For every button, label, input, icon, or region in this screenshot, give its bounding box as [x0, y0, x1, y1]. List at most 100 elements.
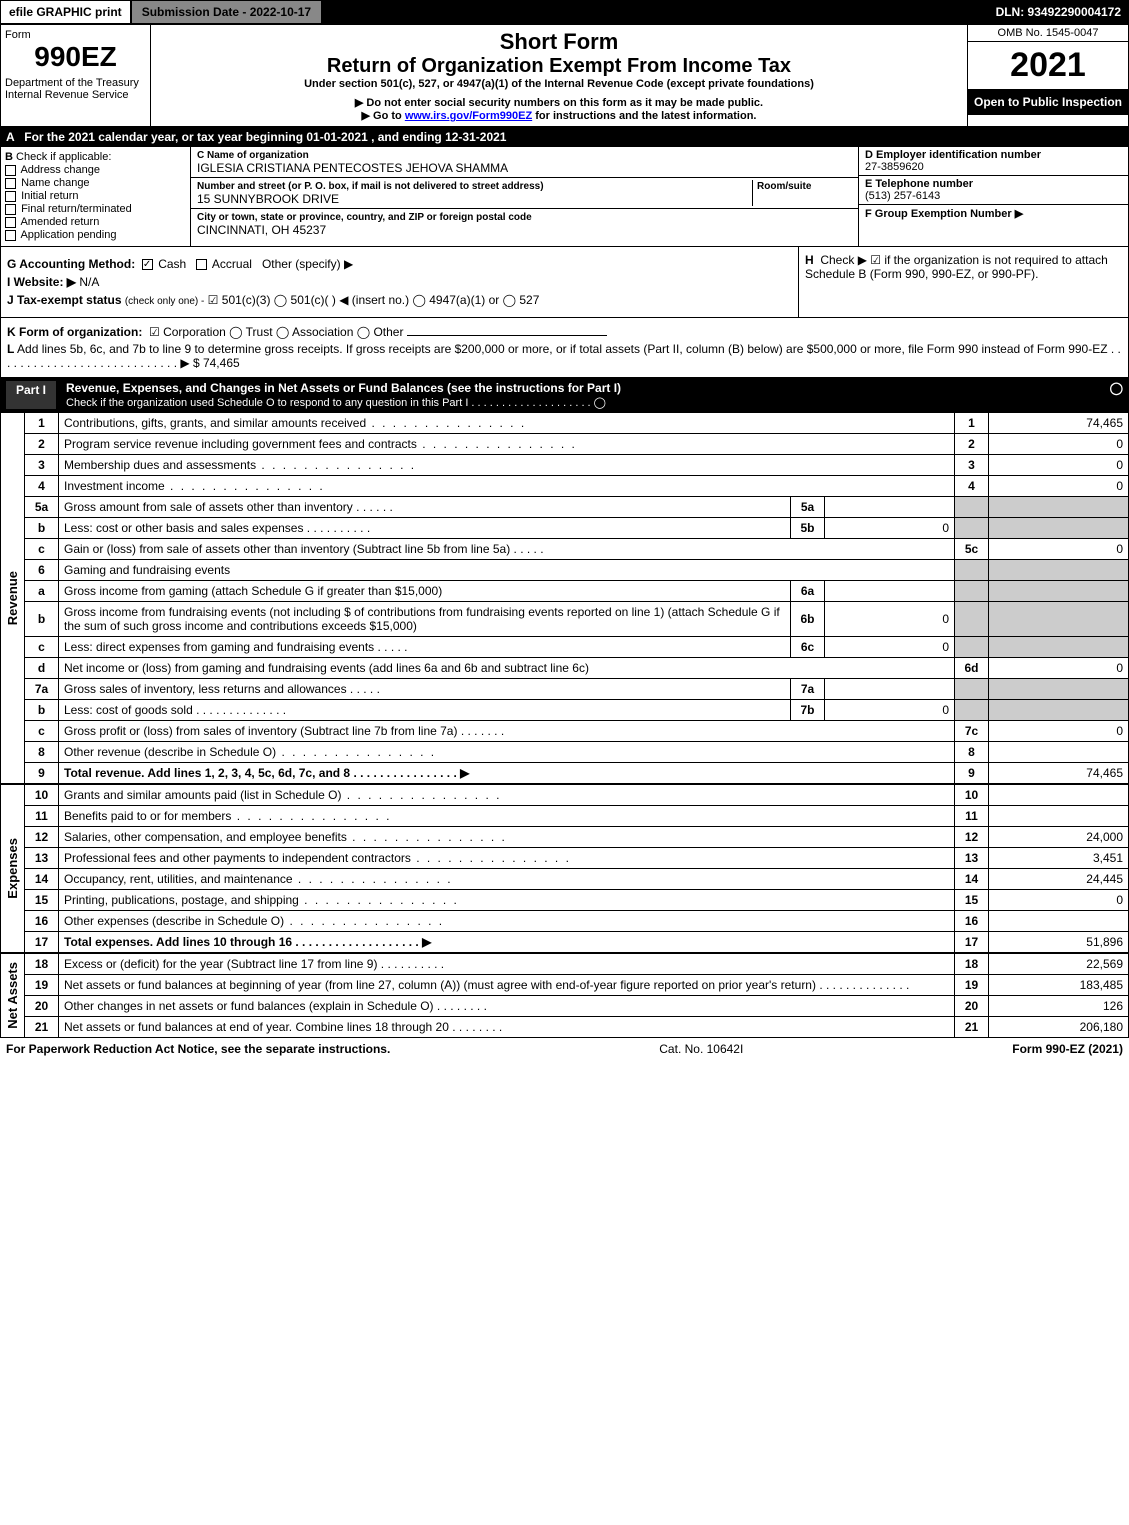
k-l-block: K Form of organization: ☑ Corporation ◯ … [0, 318, 1129, 378]
revenue-section: Revenue 1Contributions, gifts, grants, a… [0, 412, 1129, 784]
chk-accrual[interactable] [196, 259, 207, 270]
footer-left: For Paperwork Reduction Act Notice, see … [6, 1042, 390, 1056]
g-h-block: G Accounting Method: Cash Accrual Other … [0, 247, 1129, 318]
part-i-title: Revenue, Expenses, and Changes in Net As… [66, 381, 621, 395]
part-i-checkbox[interactable]: ◯ [1103, 381, 1123, 409]
row-a-calendar-year: A For the 2021 calendar year, or tax yea… [0, 127, 1129, 147]
amt-18: 22,569 [989, 954, 1129, 975]
line-7c: cGross profit or (loss) from sales of in… [25, 721, 1129, 742]
box-h-text: Check ▶ ☑ if the organization is not req… [805, 253, 1108, 281]
lbl-initial-return: Initial return [21, 190, 78, 202]
goto-prefix: ▶ Go to [362, 110, 405, 122]
box-k-opts: ☑ Corporation ◯ Trust ◯ Association ◯ Ot… [149, 325, 403, 339]
chk-initial-return[interactable] [5, 191, 16, 202]
line-5b: bLess: cost or other basis and sales exp… [25, 518, 1129, 539]
group-exemption-label: F Group Exemption Number ▶ [865, 208, 1023, 220]
website-value: N/A [79, 275, 99, 289]
line-3: 3Membership dues and assessments30 [25, 455, 1129, 476]
amt-14: 24,445 [989, 869, 1129, 890]
form-subtitle: Under section 501(c), 527, or 4947(a)(1)… [155, 78, 963, 90]
street-value: 15 SUNNYBROOK DRIVE [197, 192, 339, 206]
amt-15: 0 [989, 890, 1129, 911]
line-11: 11Benefits paid to or for members11 [25, 806, 1129, 827]
short-form-label: Short Form [155, 29, 963, 55]
amt-13: 3,451 [989, 848, 1129, 869]
line-14: 14Occupancy, rent, utilities, and mainte… [25, 869, 1129, 890]
box-l-amount: $ 74,465 [193, 356, 240, 370]
box-j-sub: (check only one) - [125, 296, 204, 307]
lbl-address-change: Address change [20, 164, 100, 176]
line-1: 1Contributions, gifts, grants, and simil… [25, 413, 1129, 434]
row-a-label: A [6, 130, 14, 144]
expenses-vert-label: Expenses [3, 834, 22, 903]
omb-number: OMB No. 1545-0047 [968, 25, 1128, 42]
line-20: 20Other changes in net assets or fund ba… [25, 996, 1129, 1017]
lbl-final-return: Final return/terminated [21, 203, 132, 215]
amt-8 [989, 742, 1129, 763]
chk-name-change[interactable] [5, 178, 16, 189]
line-15: 15Printing, publications, postage, and s… [25, 890, 1129, 911]
line-2: 2Program service revenue including gover… [25, 434, 1129, 455]
line-21: 21Net assets or fund balances at end of … [25, 1017, 1129, 1038]
opt-other: Other (specify) ▶ [262, 257, 353, 271]
efile-print-button[interactable]: efile GRAPHIC print [0, 0, 131, 24]
amt-19: 183,485 [989, 975, 1129, 996]
revenue-table: 1Contributions, gifts, grants, and simil… [24, 412, 1129, 784]
net-assets-vert-label: Net Assets [3, 958, 22, 1033]
line-6: 6Gaming and fundraising events [25, 560, 1129, 581]
part-i-check: Check if the organization used Schedule … [66, 397, 606, 409]
line-5c: cGain or (loss) from sale of assets othe… [25, 539, 1129, 560]
page-footer: For Paperwork Reduction Act Notice, see … [0, 1038, 1129, 1060]
box-k-label: K Form of organization: [7, 325, 142, 339]
amt-9: 74,465 [989, 763, 1129, 784]
dln-label: DLN: 93492290004172 [988, 1, 1129, 23]
line-12: 12Salaries, other compensation, and empl… [25, 827, 1129, 848]
tax-year: 2021 [968, 42, 1128, 89]
form-title-block: Short Form Return of Organization Exempt… [151, 25, 968, 126]
amt-1: 74,465 [989, 413, 1129, 434]
amt-10 [989, 785, 1129, 806]
chk-app-pending[interactable] [5, 230, 16, 241]
box-h-label: H [805, 253, 814, 267]
form-code: 990EZ [5, 41, 146, 73]
chk-amended-return[interactable] [5, 217, 16, 228]
part-i-label: Part I [6, 381, 56, 409]
phone-value: (513) 257-6143 [865, 190, 940, 202]
amt-7c: 0 [989, 721, 1129, 742]
line-4: 4Investment income40 [25, 476, 1129, 497]
box-j-opts: ☑ 501(c)(3) ◯ 501(c)( ) ◀ (insert no.) ◯… [208, 293, 540, 307]
chk-cash[interactable] [142, 259, 153, 270]
lbl-app-pending: Application pending [20, 229, 116, 241]
amt-3: 0 [989, 455, 1129, 476]
ein-label: D Employer identification number [865, 149, 1041, 161]
goto-suffix: for instructions and the latest informat… [535, 110, 756, 122]
form-meta-block: OMB No. 1545-0047 2021 Open to Public In… [968, 25, 1128, 126]
chk-final-return[interactable] [5, 204, 16, 215]
part-i-header: Part I Revenue, Expenses, and Changes in… [0, 378, 1129, 412]
amt-5c: 0 [989, 539, 1129, 560]
line-5a: 5aGross amount from sale of assets other… [25, 497, 1129, 518]
top-bar: efile GRAPHIC print Submission Date - 20… [0, 0, 1129, 24]
irs-link[interactable]: www.irs.gov/Form990EZ [405, 110, 532, 122]
line-18: 18Excess or (deficit) for the year (Subt… [25, 954, 1129, 975]
city-value: CINCINNATI, OH 45237 [197, 223, 326, 237]
submission-date-button[interactable]: Submission Date - 2022-10-17 [131, 0, 322, 24]
line-6d: dNet income or (loss) from gaming and fu… [25, 658, 1129, 679]
amt-17: 51,896 [989, 932, 1129, 953]
line-7b: bLess: cost of goods sold . . . . . . . … [25, 700, 1129, 721]
phone-label: E Telephone number [865, 178, 973, 190]
ssn-warning: ▶ Do not enter social security numbers o… [155, 96, 963, 109]
box-l-text: Add lines 5b, 6c, and 7b to line 9 to de… [7, 342, 1121, 370]
chk-address-change[interactable] [5, 165, 16, 176]
line-19: 19Net assets or fund balances at beginni… [25, 975, 1129, 996]
org-name-label: C Name of organization [197, 150, 309, 161]
revenue-vert-label: Revenue [3, 567, 22, 629]
lbl-name-change: Name change [21, 177, 90, 189]
open-inspection-badge: Open to Public Inspection [968, 89, 1128, 115]
room-label: Room/suite [757, 181, 811, 192]
line-7a: 7aGross sales of inventory, less returns… [25, 679, 1129, 700]
line-10: 10Grants and similar amounts paid (list … [25, 785, 1129, 806]
net-assets-table: 18Excess or (deficit) for the year (Subt… [24, 953, 1129, 1038]
box-b-applicable: B Check if applicable: Address change Na… [1, 147, 191, 246]
amt-2: 0 [989, 434, 1129, 455]
